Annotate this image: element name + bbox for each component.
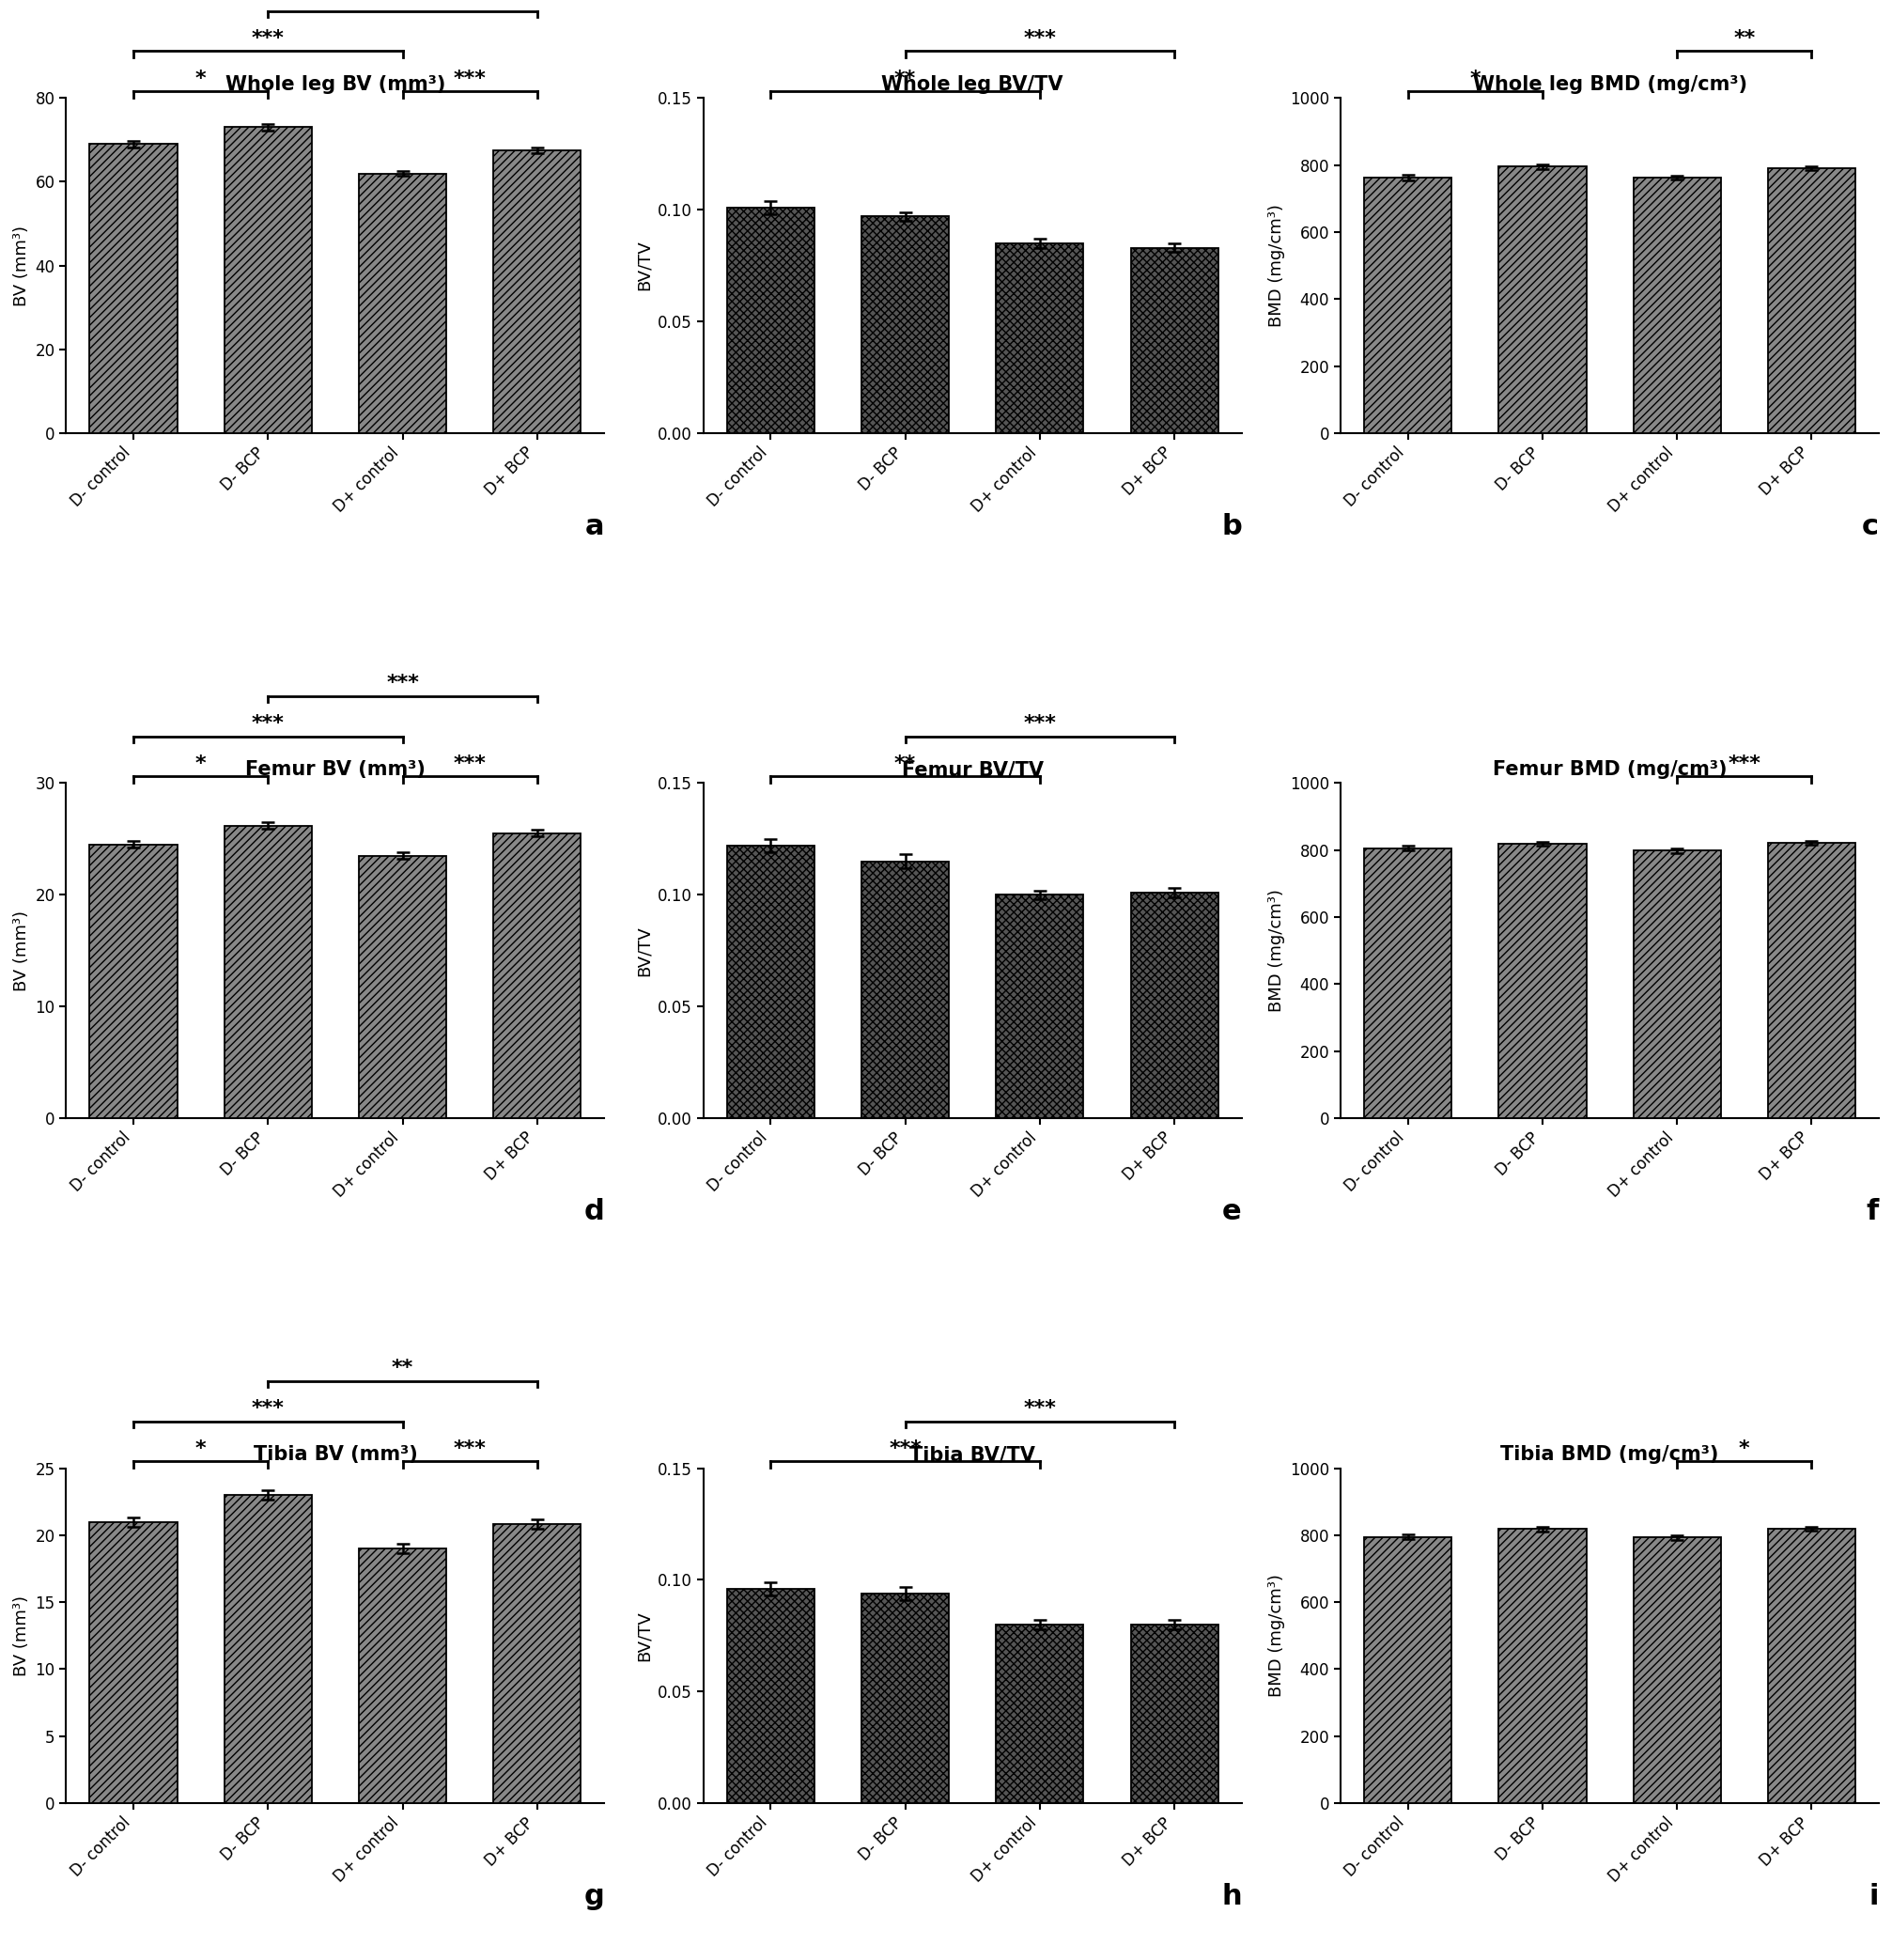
- Text: **: **: [392, 1358, 414, 1378]
- Bar: [494, 1525, 581, 1803]
- Bar: [1498, 1529, 1585, 1803]
- Text: ***: ***: [252, 713, 284, 733]
- Title: Tibia BMD (mg/cm³): Tibia BMD (mg/cm³): [1500, 1445, 1720, 1464]
- Text: ***: ***: [1727, 755, 1761, 772]
- Text: c: c: [1862, 514, 1879, 541]
- Text: ***: ***: [252, 29, 284, 47]
- Bar: [727, 845, 814, 1117]
- Text: *: *: [1470, 69, 1481, 88]
- Text: ***: ***: [1024, 1399, 1056, 1417]
- Bar: [1131, 1625, 1218, 1803]
- Text: *: *: [195, 1439, 206, 1458]
- Text: ***: ***: [1024, 29, 1056, 47]
- Bar: [89, 845, 178, 1117]
- Title: Femur BV (mm³): Femur BV (mm³): [246, 760, 426, 778]
- Bar: [727, 208, 814, 433]
- Y-axis label: BV (mm³): BV (mm³): [13, 1595, 30, 1676]
- Bar: [1364, 849, 1451, 1117]
- Y-axis label: BV/TV: BV/TV: [636, 1611, 653, 1660]
- Text: ***: ***: [252, 1399, 284, 1417]
- Y-axis label: BV/TV: BV/TV: [636, 241, 653, 290]
- Bar: [727, 1590, 814, 1803]
- Text: *: *: [195, 69, 206, 88]
- Text: ***: ***: [454, 755, 486, 772]
- Title: Femur BV/TV: Femur BV/TV: [902, 760, 1044, 778]
- Bar: [861, 860, 950, 1117]
- Bar: [1767, 843, 1856, 1117]
- Text: ***: ***: [454, 69, 486, 88]
- Title: Whole leg BV/TV: Whole leg BV/TV: [882, 74, 1063, 94]
- Bar: [995, 896, 1084, 1117]
- Title: Whole leg BMD (mg/cm³): Whole leg BMD (mg/cm³): [1472, 74, 1746, 94]
- Bar: [1633, 851, 1722, 1117]
- Text: **: **: [1733, 29, 1756, 47]
- Text: h: h: [1222, 1884, 1241, 1911]
- Bar: [1767, 1529, 1856, 1803]
- Bar: [995, 243, 1084, 433]
- Bar: [225, 1495, 312, 1803]
- Bar: [995, 1625, 1084, 1803]
- Text: ***: ***: [454, 1439, 486, 1458]
- Y-axis label: BV/TV: BV/TV: [636, 925, 653, 976]
- Bar: [225, 127, 312, 433]
- Bar: [89, 145, 178, 433]
- Bar: [1767, 169, 1856, 433]
- Text: d: d: [585, 1198, 604, 1225]
- Bar: [1131, 247, 1218, 433]
- Text: *: *: [195, 755, 206, 772]
- Bar: [1498, 167, 1585, 433]
- Text: e: e: [1222, 1198, 1241, 1225]
- Bar: [225, 825, 312, 1117]
- Bar: [1131, 892, 1218, 1117]
- Title: Tibia BV/TV: Tibia BV/TV: [910, 1445, 1035, 1464]
- Text: a: a: [585, 514, 604, 541]
- Y-axis label: BMD (mg/cm³): BMD (mg/cm³): [1268, 204, 1285, 327]
- Bar: [494, 151, 581, 433]
- Bar: [1498, 845, 1585, 1117]
- Title: Whole leg BV (mm³): Whole leg BV (mm³): [225, 74, 445, 94]
- Text: g: g: [585, 1884, 604, 1911]
- Bar: [494, 833, 581, 1117]
- Bar: [359, 172, 447, 433]
- Text: b: b: [1220, 514, 1241, 541]
- Text: **: **: [895, 69, 916, 88]
- Text: **: **: [895, 755, 916, 772]
- Bar: [861, 1593, 950, 1803]
- Bar: [359, 1548, 447, 1803]
- Bar: [89, 1521, 178, 1803]
- Title: Femur BMD (mg/cm³): Femur BMD (mg/cm³): [1493, 760, 1727, 778]
- Y-axis label: BMD (mg/cm³): BMD (mg/cm³): [1268, 890, 1285, 1011]
- Bar: [1364, 178, 1451, 433]
- Text: *: *: [1739, 1439, 1750, 1458]
- Bar: [1364, 1537, 1451, 1803]
- Y-axis label: BMD (mg/cm³): BMD (mg/cm³): [1268, 1574, 1285, 1697]
- Y-axis label: BV (mm³): BV (mm³): [13, 909, 30, 992]
- Text: **: **: [392, 0, 414, 8]
- Text: i: i: [1869, 1884, 1879, 1911]
- Y-axis label: BV (mm³): BV (mm³): [13, 225, 30, 306]
- Text: f: f: [1867, 1198, 1879, 1225]
- Text: ***: ***: [889, 1439, 921, 1458]
- Bar: [1633, 1537, 1722, 1803]
- Text: ***: ***: [386, 674, 418, 692]
- Bar: [359, 857, 447, 1117]
- Bar: [861, 216, 950, 433]
- Bar: [1633, 178, 1722, 433]
- Text: ***: ***: [1024, 713, 1056, 733]
- Title: Tibia BV (mm³): Tibia BV (mm³): [254, 1445, 418, 1464]
